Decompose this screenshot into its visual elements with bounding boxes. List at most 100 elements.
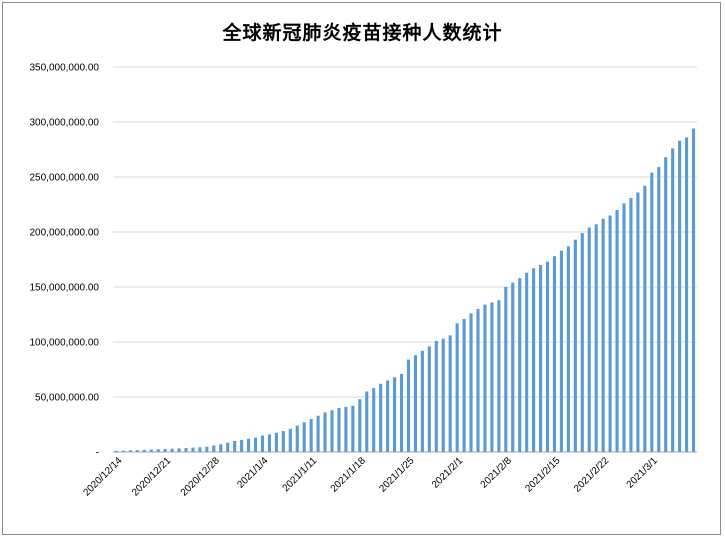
bar bbox=[330, 410, 334, 452]
bar bbox=[490, 302, 494, 452]
y-tick-label: 300,000,000.00 bbox=[29, 118, 99, 129]
bar bbox=[552, 256, 557, 452]
bar bbox=[636, 192, 640, 452]
bar bbox=[448, 335, 452, 452]
x-tick-label: 2020/12/14 bbox=[81, 455, 124, 498]
bar bbox=[580, 233, 584, 452]
bar bbox=[504, 287, 508, 452]
y-tick-label: 350,000,000.00 bbox=[29, 63, 99, 74]
bar bbox=[685, 137, 689, 452]
bar bbox=[678, 140, 682, 452]
x-tick-label: 2021/2/22 bbox=[572, 455, 612, 495]
bar bbox=[594, 224, 598, 452]
bar bbox=[559, 250, 563, 452]
bar bbox=[434, 340, 438, 452]
bar bbox=[170, 448, 174, 452]
bar bbox=[525, 272, 529, 452]
bar bbox=[483, 304, 487, 452]
bar bbox=[406, 359, 411, 452]
bar bbox=[212, 445, 216, 452]
bar bbox=[274, 432, 278, 452]
bar bbox=[664, 157, 668, 452]
bar bbox=[135, 450, 139, 452]
x-axis-ticks: 2020/12/14 2020/12/21 2020/12/28 2021/1/4 20… bbox=[81, 455, 660, 498]
bar bbox=[427, 346, 431, 452]
bar bbox=[128, 450, 132, 452]
x-tick-label: 2021/3/1 bbox=[625, 455, 661, 491]
bar bbox=[114, 450, 119, 452]
bar bbox=[399, 373, 404, 452]
bar bbox=[309, 419, 313, 452]
bar bbox=[281, 431, 285, 452]
bar bbox=[608, 215, 612, 452]
y-tick-label: 200,000,000.00 bbox=[29, 228, 99, 239]
bar bbox=[316, 415, 320, 452]
bar bbox=[476, 309, 480, 452]
bar bbox=[226, 442, 230, 452]
bar bbox=[386, 380, 390, 452]
bar bbox=[240, 439, 244, 452]
bar bbox=[365, 391, 369, 452]
bar bbox=[518, 278, 522, 452]
chart-title: 全球新冠肺炎疫苗接种人数统计 bbox=[222, 22, 503, 44]
bar bbox=[420, 350, 424, 452]
bar bbox=[247, 438, 251, 452]
bar bbox=[643, 185, 647, 453]
bar bbox=[657, 167, 661, 452]
bar bbox=[163, 448, 167, 452]
bar bbox=[539, 265, 543, 452]
bar bbox=[351, 405, 355, 452]
bar bbox=[587, 227, 591, 452]
bar bbox=[691, 128, 696, 452]
bar bbox=[469, 313, 473, 452]
bar bbox=[288, 428, 292, 452]
x-tick-label: 2021/1/25 bbox=[377, 455, 417, 495]
bar bbox=[455, 323, 459, 452]
x-tick-label: 2021/1/4 bbox=[235, 455, 271, 491]
bar bbox=[260, 435, 265, 452]
bar bbox=[253, 437, 258, 452]
bar bbox=[671, 148, 675, 452]
bar bbox=[184, 448, 188, 452]
bar bbox=[205, 446, 209, 452]
bar bbox=[379, 383, 383, 452]
bar bbox=[532, 268, 536, 452]
bar bbox=[650, 172, 654, 452]
bar bbox=[622, 203, 626, 452]
bar bbox=[615, 210, 619, 452]
gridlines bbox=[113, 66, 697, 453]
y-tick-label: 250,000,000.00 bbox=[29, 173, 99, 184]
bar bbox=[545, 261, 550, 452]
y-axis-ticks: - 50,000,000.00 100,000,000.00 150,000,000.… bbox=[29, 63, 99, 459]
x-tick-label: 2021/1/18 bbox=[329, 455, 369, 495]
bar bbox=[177, 448, 181, 452]
bars bbox=[114, 128, 696, 453]
bar bbox=[441, 338, 445, 452]
bar bbox=[156, 449, 160, 452]
bar bbox=[219, 444, 223, 452]
bar bbox=[573, 239, 577, 452]
bar bbox=[149, 449, 153, 452]
bar bbox=[344, 406, 348, 452]
bar bbox=[462, 318, 466, 452]
x-tick-label: 2021/1/11 bbox=[281, 455, 320, 494]
bar bbox=[629, 197, 633, 452]
y-tick-label: 50,000,000.00 bbox=[35, 393, 99, 404]
bar bbox=[601, 218, 605, 452]
x-tick-label: 2021/2/8 bbox=[479, 455, 515, 491]
x-tick-label: 2020/12/28 bbox=[179, 455, 222, 498]
bar bbox=[413, 355, 417, 452]
bar bbox=[191, 447, 195, 452]
bar bbox=[511, 282, 515, 452]
x-tick-label: 2021/2/1 bbox=[430, 455, 466, 491]
bar bbox=[302, 422, 306, 452]
bar bbox=[323, 412, 327, 452]
bar bbox=[393, 377, 397, 452]
bar bbox=[121, 450, 125, 452]
bar bbox=[267, 434, 271, 452]
bar bbox=[566, 246, 570, 452]
bar bbox=[337, 408, 341, 452]
bar bbox=[233, 441, 237, 452]
